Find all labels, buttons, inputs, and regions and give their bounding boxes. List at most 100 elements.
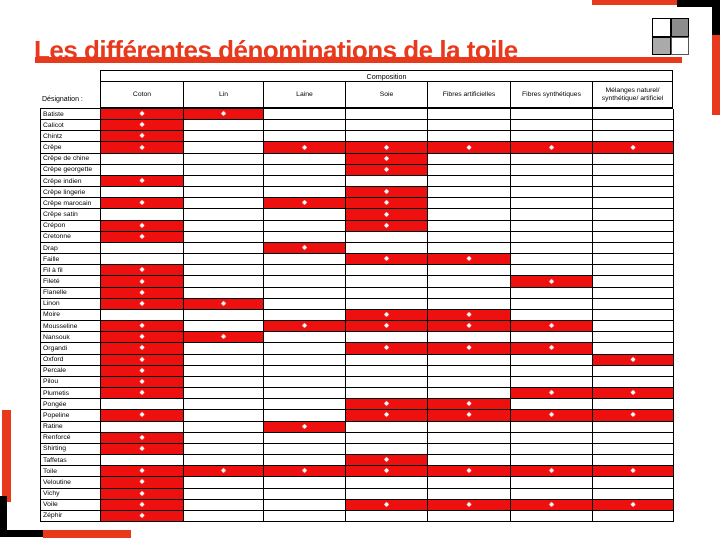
marked-cell: ◆ [101,365,184,377]
marked-cell: ◆ [593,142,674,154]
marked-cell: ◆ [346,187,428,199]
empty-cell [101,242,184,255]
column-header-row: Coton Lin Laine Soie Fibres artificielles Fib… [101,82,672,107]
marked-cell: ◆ [101,175,184,188]
marked-cell: ◆ [101,510,184,522]
empty-cell [346,231,428,243]
empty-cell [184,209,264,221]
empty-cell [264,455,346,467]
empty-cell [101,187,184,199]
diamond-icon: ◆ [549,468,554,475]
marked-cell: ◆ [101,488,184,500]
marked-cell: ◆ [184,466,264,478]
empty-cell [184,410,264,422]
empty-cell [511,432,593,444]
diamond-icon: ◆ [549,412,554,419]
empty-cell [184,354,264,366]
marked-cell: ◆ [428,309,511,322]
marked-cell: ◆ [346,321,428,333]
diamond-icon: ◆ [139,323,145,330]
marked-cell: ◆ [593,354,674,366]
empty-cell [264,187,346,199]
empty-cell [101,164,184,176]
diamond-icon: ◆ [384,323,389,330]
marked-cell: ◆ [511,343,593,355]
empty-cell [184,164,264,176]
empty-cell [511,131,593,143]
bottom-red-bar [43,530,131,538]
diamond-icon: ◆ [139,468,145,475]
empty-cell [184,421,264,433]
row-label: Crépon [41,220,101,232]
empty-cell [346,131,428,143]
empty-cell [428,198,511,210]
empty-cell [264,354,346,366]
diamond-icon: ◆ [302,323,307,330]
empty-cell [264,399,346,411]
empty-cell [264,365,346,377]
marked-cell: ◆ [264,198,346,210]
empty-cell [511,298,593,310]
empty-cell [184,142,264,154]
empty-cell [346,354,428,366]
empty-cell [264,499,346,511]
empty-cell [184,432,264,444]
empty-cell [511,455,593,467]
column-header: Soie [345,82,427,107]
empty-cell [511,365,593,377]
empty-cell [511,421,593,433]
empty-cell [346,298,428,310]
marked-cell: ◆ [101,499,184,511]
diamond-icon: ◆ [139,334,145,341]
empty-cell [346,276,428,288]
marked-cell: ◆ [101,298,184,310]
marked-cell: ◆ [101,332,184,344]
empty-cell [428,209,511,221]
logo-square-gray-tr [670,18,689,37]
empty-cell [264,376,346,389]
marked-cell: ◆ [101,120,184,132]
diamond-icon: ◆ [139,111,145,118]
empty-cell [101,309,184,322]
diamond-icon: ◆ [302,144,307,151]
empty-cell [346,265,428,277]
row-label: Voile [41,499,101,511]
column-header: Laine [263,82,345,107]
diamond-icon: ◆ [139,200,145,207]
top-black-block [677,0,720,7]
empty-cell [511,488,593,500]
empty-cell [264,410,346,422]
empty-cell [346,488,428,500]
empty-cell [346,287,428,299]
marked-cell: ◆ [593,410,674,422]
empty-cell [593,432,674,444]
empty-cell [184,153,264,165]
marked-cell: ◆ [428,254,511,266]
diamond-icon: ◆ [384,155,389,162]
right-black-strip [712,0,720,35]
marked-cell: ◆ [101,109,184,121]
marked-cell: ◆ [101,477,184,489]
diamond-icon: ◆ [139,356,145,363]
marked-cell: ◆ [101,410,184,422]
empty-cell [593,376,674,389]
empty-cell [346,510,428,522]
empty-cell [511,187,593,199]
empty-cell [593,231,674,243]
row-label: Calicot [41,120,101,132]
empty-cell [184,231,264,243]
diamond-icon: ◆ [139,178,145,185]
row-label: Shirting [41,443,101,456]
diamond-icon: ◆ [139,144,145,151]
empty-cell [346,388,428,400]
row-label: Crêpe marocain [41,198,101,210]
marked-cell: ◆ [346,198,428,210]
row-label: Drap [41,242,101,255]
empty-cell [511,254,593,266]
empty-cell [264,109,346,121]
marked-cell: ◆ [346,343,428,355]
empty-cell [184,376,264,389]
marked-cell: ◆ [346,142,428,154]
marked-cell: ◆ [511,276,593,288]
marked-cell: ◆ [264,421,346,433]
